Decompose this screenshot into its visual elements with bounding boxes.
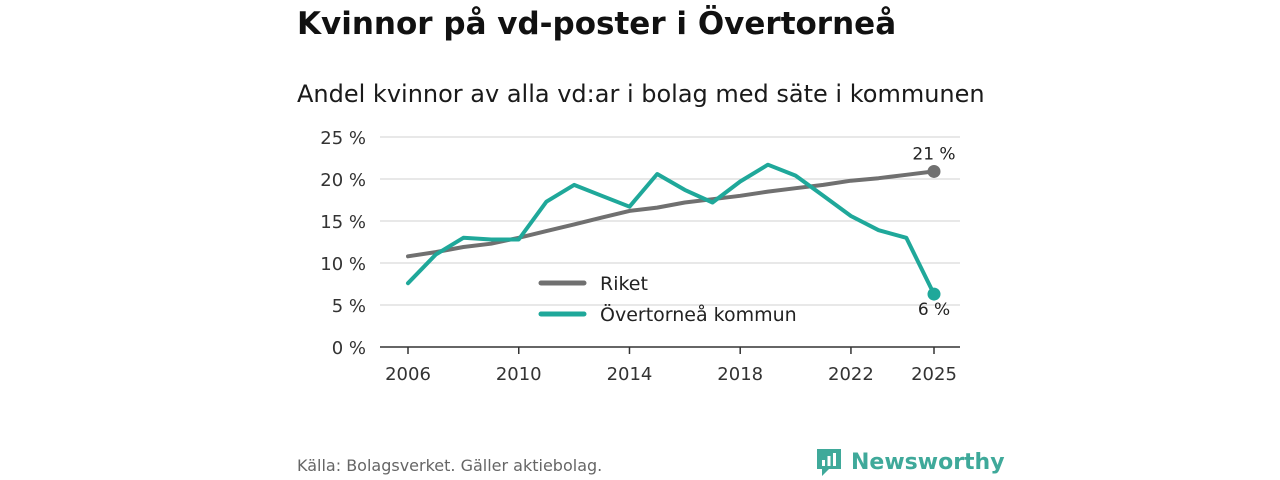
y-tick-label: 0 %	[332, 338, 366, 359]
source-note: Källa: Bolagsverket. Gäller aktiebolag.	[297, 456, 603, 475]
series-line-overtornea	[406, 162, 936, 297]
end-label-riket: 21 %	[912, 144, 955, 164]
y-tick-label: 15 %	[320, 212, 366, 233]
legend-label: Riket	[600, 273, 648, 295]
line-chart: 0 % 5 % 10 % 15 % 20 % 25 % 2006 2010 2014 2018 2…	[320, 128, 960, 385]
x-tick-label: 2006	[385, 364, 431, 385]
y-tick-label: 25 %	[320, 128, 366, 149]
y-tick-label: 5 %	[332, 296, 366, 317]
brand-name: Newsworthy	[851, 449, 1005, 475]
x-tick-label: 2014	[607, 364, 653, 385]
y-tick-label: 20 %	[320, 170, 366, 191]
brand-logo: Newsworthy	[815, 446, 1005, 478]
y-tick-label: 10 %	[320, 254, 366, 275]
series-end-point	[927, 164, 941, 178]
chart-subtitle: Andel kvinnor av alla vd:ar i bolag med …	[297, 80, 985, 108]
newsworthy-logo-icon	[817, 449, 841, 476]
x-tick-label: 2022	[828, 364, 874, 385]
x-tick-label: 2018	[717, 364, 763, 385]
chart-title: Kvinnor på vd-poster i Övertorneå	[297, 6, 897, 42]
x-tick-label: 2025	[911, 364, 957, 385]
end-label-overtornea: 6 %	[918, 300, 950, 320]
series-line-riket	[406, 169, 936, 259]
series-end-point	[927, 287, 941, 301]
legend-label: Övertorneå kommun	[600, 303, 797, 326]
x-tick-label: 2010	[496, 364, 542, 385]
